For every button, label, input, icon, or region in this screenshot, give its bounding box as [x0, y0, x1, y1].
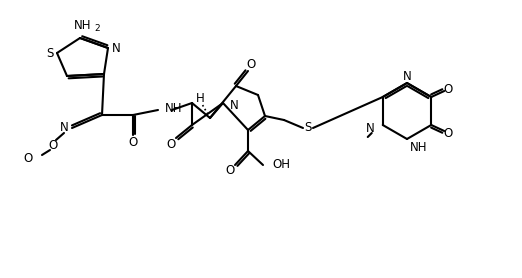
Text: N: N — [60, 120, 68, 133]
Text: N: N — [366, 121, 375, 135]
Text: NH: NH — [74, 19, 92, 31]
Text: 2: 2 — [94, 24, 100, 33]
Text: S: S — [304, 120, 312, 133]
Text: H: H — [196, 91, 205, 105]
Text: O: O — [444, 126, 453, 140]
Text: O: O — [128, 135, 138, 148]
Text: O: O — [23, 153, 33, 165]
Text: O: O — [444, 83, 453, 96]
Text: O: O — [49, 138, 57, 152]
Text: S: S — [46, 46, 54, 59]
Text: NH: NH — [165, 101, 183, 115]
Text: O: O — [246, 58, 256, 71]
Text: NH: NH — [410, 140, 428, 153]
Text: O: O — [167, 138, 175, 150]
Text: N: N — [230, 98, 239, 111]
Text: N: N — [112, 41, 121, 54]
Text: OH: OH — [272, 158, 290, 170]
Text: O: O — [226, 165, 234, 177]
Text: N: N — [402, 70, 411, 83]
